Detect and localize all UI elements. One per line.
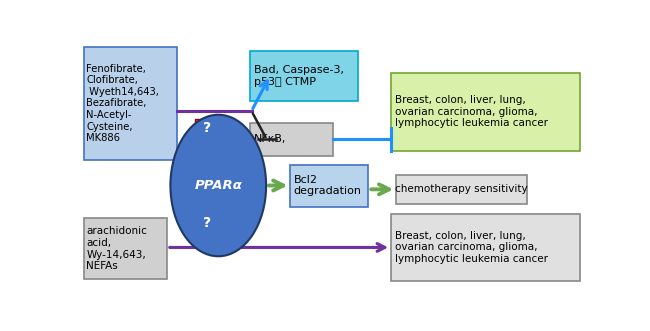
Text: Bad, Caspase-3,
p53， CTMP: Bad, Caspase-3, p53， CTMP: [254, 65, 344, 87]
FancyBboxPatch shape: [391, 214, 580, 281]
FancyBboxPatch shape: [250, 51, 358, 101]
FancyBboxPatch shape: [84, 218, 167, 279]
Text: NFκB,: NFκB,: [254, 134, 286, 144]
FancyBboxPatch shape: [194, 119, 219, 137]
Ellipse shape: [170, 115, 266, 256]
Text: arachidonic
acid,
Wy-14,643,
NEFAs: arachidonic acid, Wy-14,643, NEFAs: [86, 226, 147, 271]
FancyBboxPatch shape: [84, 47, 177, 160]
FancyBboxPatch shape: [291, 165, 369, 207]
FancyBboxPatch shape: [194, 214, 219, 232]
Text: ?: ?: [203, 216, 211, 230]
Text: Bcl2
degradation: Bcl2 degradation: [294, 175, 362, 196]
FancyBboxPatch shape: [250, 122, 333, 156]
FancyBboxPatch shape: [396, 175, 527, 204]
Text: Fenofibrate,
Clofibrate,
 Wyeth14,643,
Bezafibrate,
N-Acetyl-
Cysteine,
MK886: Fenofibrate, Clofibrate, Wyeth14,643, Be…: [86, 64, 159, 143]
Text: PPARα: PPARα: [194, 179, 242, 192]
Text: Breast, colon, liver, lung,
ovarian carcinoma, glioma,
lymphocytic leukemia canc: Breast, colon, liver, lung, ovarian carc…: [395, 231, 547, 264]
FancyBboxPatch shape: [391, 73, 580, 151]
Text: Breast, colon, liver, lung,
ovarian carcinoma, glioma,
lymphocytic leukemia canc: Breast, colon, liver, lung, ovarian carc…: [395, 95, 547, 128]
Text: ?: ?: [203, 121, 211, 135]
Text: chemotherapy sensitivity: chemotherapy sensitivity: [395, 184, 528, 194]
